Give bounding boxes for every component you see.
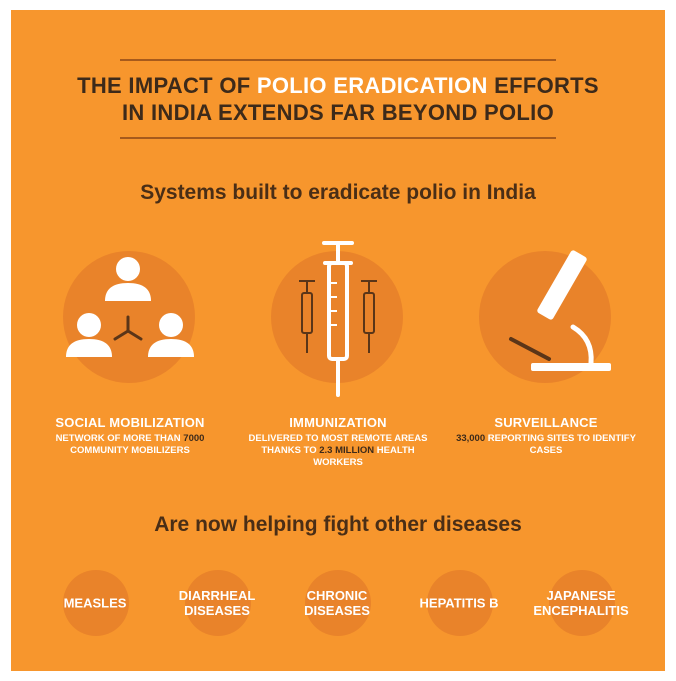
bottom-divider	[120, 137, 556, 139]
immunization-desc-number: 2.3 MILLION	[319, 445, 375, 456]
disease-label: HEPATITIS B	[419, 595, 499, 611]
social-description: NETWORK OF MORE THAN 7000 COMMUNITY MOBI…	[25, 433, 235, 457]
immunization-title: IMMUNIZATION	[289, 415, 387, 430]
system-social-mobilization: SOCIAL MOBILIZATION NETWORK OF MORE THAN…	[25, 235, 235, 457]
social-icon-wrap	[25, 235, 235, 405]
social-title: SOCIAL MOBILIZATION	[55, 415, 205, 430]
syringe-icon	[299, 241, 377, 397]
headline: THE IMPACT OF POLIO ERADICATION EFFORTS …	[11, 72, 665, 126]
headline-prefix: THE IMPACT OF	[77, 73, 257, 98]
microscope-icon	[509, 250, 611, 371]
top-divider	[120, 59, 556, 61]
diseases-heading: Are now helping fight other diseases	[154, 513, 522, 536]
disease-circle	[63, 570, 129, 636]
headline-suffix: EFFORTS	[487, 73, 599, 98]
disease-label: CHRONIC DISEASES	[304, 588, 370, 618]
social-desc-suffix: COMMUNITY MOBILIZERS	[70, 445, 190, 456]
disease-circle	[549, 570, 615, 636]
surveillance-icon-wrap	[441, 235, 651, 405]
disease-circle	[185, 570, 251, 636]
headline-highlight: POLIO ERADICATION	[256, 73, 488, 98]
people-network-icon	[66, 257, 194, 357]
surveillance-desc-number: 33,000	[456, 433, 486, 444]
social-desc-prefix: NETWORK OF MORE THAN	[55, 433, 184, 444]
disease-japanese-encephalitis: JAPANESE ENCEPHALITIS	[525, 562, 637, 646]
disease-measles: MEASLES	[39, 562, 151, 646]
social-desc-number: 7000	[183, 433, 205, 444]
disease-chronic: CHRONIC DISEASES	[281, 562, 393, 646]
disease-label: MEASLES	[63, 595, 127, 611]
immunization-icon-wrap	[233, 235, 443, 405]
headline-line-2: IN INDIA EXTENDS FAR BEYOND POLIO	[121, 100, 554, 125]
systems-heading: Systems built to eradicate polio in Indi…	[140, 181, 536, 204]
surveillance-description: 33,000 REPORTING SITES TO IDENTIFY CASES	[441, 433, 651, 457]
immunization-desc-suffix: HEALTH WORKERS	[313, 445, 415, 468]
surveillance-title: SURVEILLANCE	[494, 415, 598, 430]
disease-diarrheal: DIARRHEAL DISEASES	[161, 562, 273, 646]
disease-label: DIARRHEAL DISEASES	[178, 588, 256, 618]
immunization-description: DELIVERED TO MOST REMOTE AREAS THANKS TO…	[233, 433, 443, 469]
infographic-poster: THE IMPACT OF POLIO ERADICATION EFFORTS …	[11, 10, 665, 671]
surveillance-desc-suffix: REPORTING SITES TO IDENTIFY CASES	[485, 433, 636, 456]
diseases-row: MEASLES DIARRHEAL DISEASES CHRONIC DISEA…	[11, 562, 665, 646]
disease-hepatitis-b: HEPATITIS B	[403, 562, 515, 646]
disease-label: JAPANESE ENCEPHALITIS	[533, 588, 629, 618]
system-immunization: IMMUNIZATION DELIVERED TO MOST REMOTE AR…	[233, 235, 443, 469]
headline-line-1: THE IMPACT OF POLIO ERADICATION EFFORTS	[11, 72, 665, 99]
disease-circle	[305, 570, 371, 636]
disease-circle	[427, 570, 493, 636]
system-surveillance: SURVEILLANCE 33,000 REPORTING SITES TO I…	[441, 235, 651, 457]
immunization-desc-prefix: DELIVERED TO MOST REMOTE AREAS THANKS TO	[248, 433, 428, 456]
